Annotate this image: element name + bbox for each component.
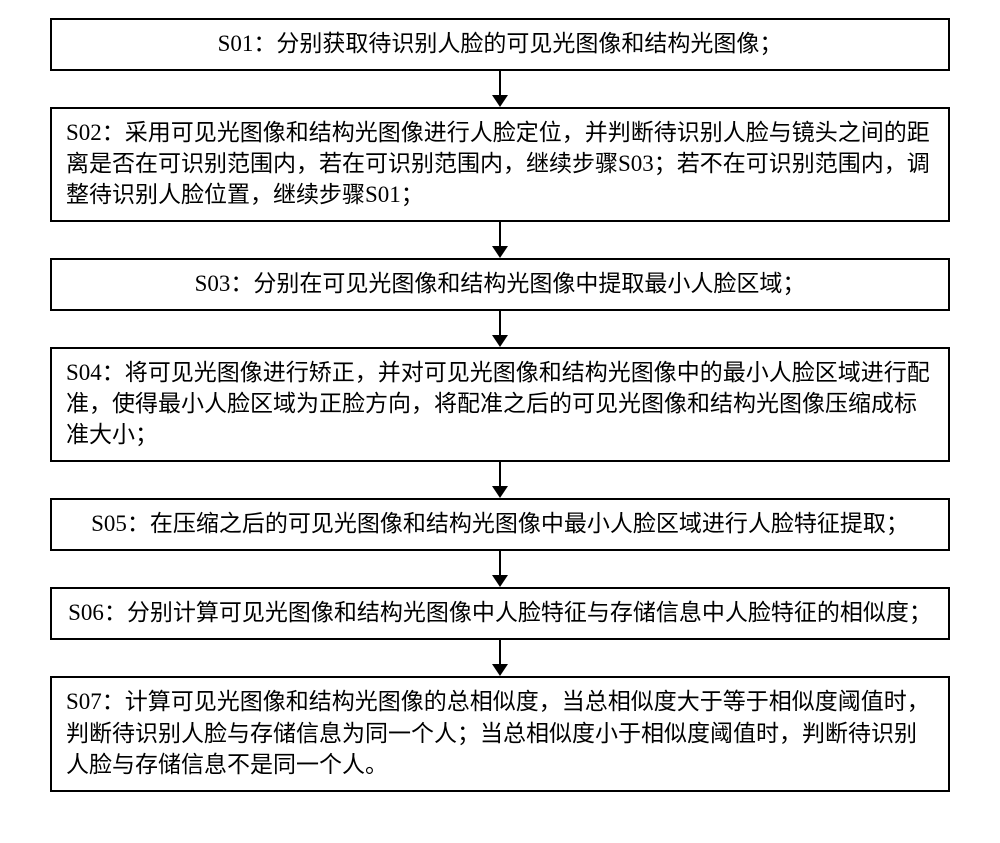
step-text: 分别计算可见光图像和结构光图像中人脸特征与存储信息中人脸特征的相似度； [127,600,932,625]
step-label: S01： [218,31,277,56]
arrow-head-icon [492,664,508,676]
step-label: S03： [195,271,254,296]
arrow-head-icon [492,575,508,587]
arrow-shaft [499,640,501,665]
arrow-shaft [499,222,501,247]
arrow-shaft [499,551,501,576]
step-text: 采用可见光图像和结构光图像进行人脸定位，并判断待识别人脸与镜头之间的距离是否在可… [66,120,930,207]
step-s04: S04：将可见光图像进行矫正，并对可见光图像和结构光图像中的最小人脸区域进行配准… [50,347,950,462]
step-label: S02： [66,120,125,145]
step-text: 分别获取待识别人脸的可见光图像和结构光图像； [276,31,782,56]
arrow-s04-s05 [492,462,508,498]
step-s05: S05：在压缩之后的可见光图像和结构光图像中最小人脸区域进行人脸特征提取； [50,498,950,551]
arrow-s06-s07 [492,640,508,676]
step-label: S05： [91,511,150,536]
arrow-head-icon [492,486,508,498]
step-s02: S02：采用可见光图像和结构光图像进行人脸定位，并判断待识别人脸与镜头之间的距离… [50,107,950,222]
arrow-head-icon [492,246,508,258]
step-text: 计算可见光图像和结构光图像的总相似度，当总相似度大于等于相似度阈值时，判断待识别… [66,689,930,776]
step-s06: S06：分别计算可见光图像和结构光图像中人脸特征与存储信息中人脸特征的相似度； [50,587,950,640]
step-label: S07： [66,689,125,714]
step-text: 分别在可见光图像和结构光图像中提取最小人脸区域； [253,271,805,296]
flowchart: S01：分别获取待识别人脸的可见光图像和结构光图像； S02：采用可见光图像和结… [50,18,950,792]
step-text: 在压缩之后的可见光图像和结构光图像中最小人脸区域进行人脸特征提取； [150,511,909,536]
step-label: S04： [66,360,125,385]
step-text: 将可见光图像进行矫正，并对可见光图像和结构光图像中的最小人脸区域进行配准，使得最… [66,360,930,447]
step-s03: S03：分别在可见光图像和结构光图像中提取最小人脸区域； [50,258,950,311]
flowchart-canvas: S01：分别获取待识别人脸的可见光图像和结构光图像； S02：采用可见光图像和结… [0,0,1000,843]
arrow-s01-s02 [492,71,508,107]
arrow-head-icon [492,95,508,107]
arrow-shaft [499,71,501,96]
step-label: S06： [68,600,127,625]
arrow-shaft [499,311,501,336]
arrow-s02-s03 [492,222,508,258]
arrow-s05-s06 [492,551,508,587]
arrow-s03-s04 [492,311,508,347]
arrow-head-icon [492,335,508,347]
arrow-shaft [499,462,501,487]
step-s07: S07：计算可见光图像和结构光图像的总相似度，当总相似度大于等于相似度阈值时，判… [50,676,950,791]
step-s01: S01：分别获取待识别人脸的可见光图像和结构光图像； [50,18,950,71]
